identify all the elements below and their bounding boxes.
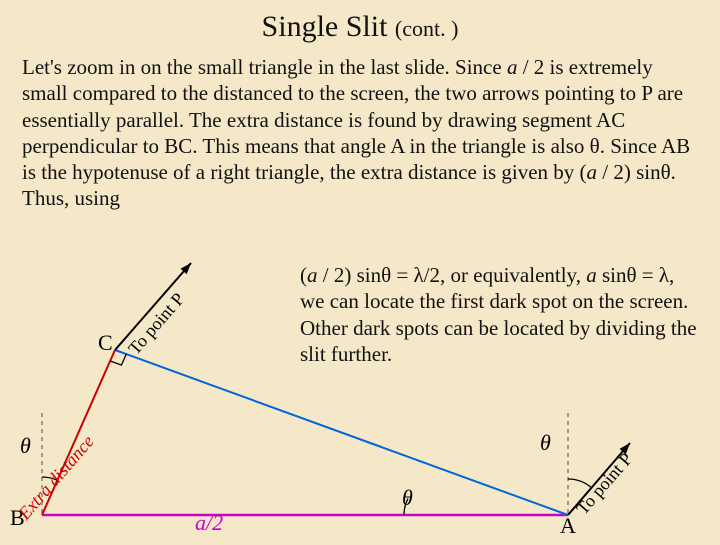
para-theta1: θ <box>590 134 600 158</box>
slide-title: Single Slit (cont. ) <box>0 0 720 44</box>
title-main: Single Slit <box>262 10 388 43</box>
para-t1: Let's zoom in on the small triangle in t… <box>22 55 507 79</box>
theta-at-B: θ <box>20 433 31 459</box>
para-a2: a <box>587 160 598 184</box>
label-a-half: a/2 <box>195 510 223 536</box>
theta-at-A: θ <box>540 430 551 456</box>
main-paragraph: Let's zoom in on the small triangle in t… <box>0 44 720 212</box>
para-t4: / 2) sin <box>597 160 661 184</box>
theta-mid: θ <box>402 485 413 511</box>
label-C: C <box>98 330 113 356</box>
title-cont: (cont. ) <box>395 16 459 41</box>
para-theta2: θ <box>661 160 671 184</box>
diagram-svg <box>0 260 720 540</box>
triangle-diagram: B C A a/2 θ θ θ To point P To point P Ex… <box>0 260 720 540</box>
para-a: a <box>507 55 518 79</box>
label-A: A <box>560 513 576 539</box>
